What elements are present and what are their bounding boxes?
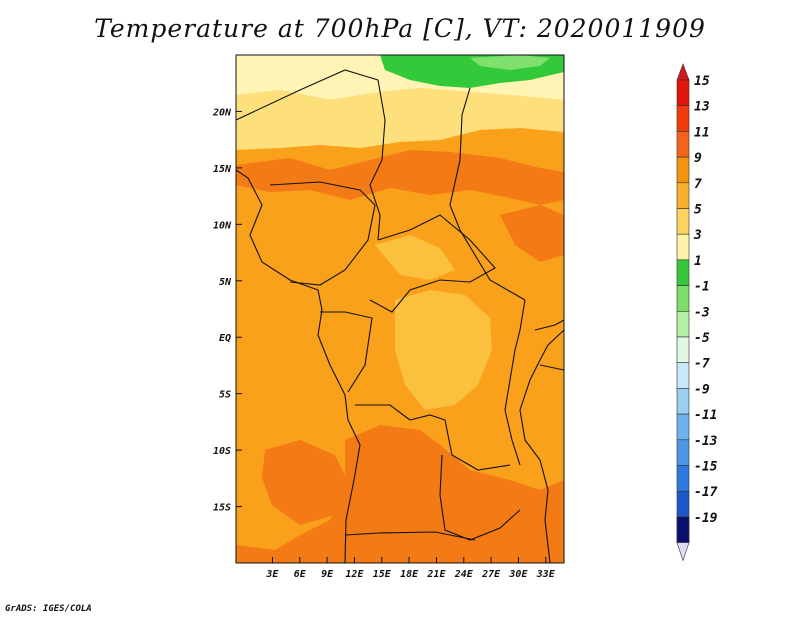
lat-tick-label: 15S [213, 503, 231, 514]
colorbar-label: 15 [694, 74, 710, 89]
colorbar-label: -3 [694, 305, 710, 320]
lon-tick-label: 6E [294, 569, 307, 580]
border-drc-angola [355, 404, 511, 471]
colorbar-label: -1 [694, 280, 710, 295]
colorbar-bottom-cap [676, 542, 690, 562]
colorbar-swatch [676, 208, 690, 235]
lat-tick-label: 5N [219, 277, 232, 288]
colorbar-label: 1 [694, 254, 702, 269]
colorbar-swatch [676, 439, 690, 466]
colorbar-swatch [676, 388, 690, 415]
field-neg1-1-north [470, 55, 550, 70]
colorbar-swatch [676, 156, 690, 184]
border-car [369, 214, 496, 313]
colorbar-label: 7 [694, 177, 702, 192]
colorbar-swatch [676, 285, 690, 312]
colorbar-label: -11 [694, 408, 717, 423]
longitude-axis: 3E 6E 9E 12E 15E 18E 21E 24E 27E 30E 33E [265, 557, 556, 580]
colorbar-label: -7 [694, 357, 710, 372]
colorbar-swatch [676, 490, 690, 518]
field-7-9-congo [395, 290, 492, 410]
colorbar-swatch [676, 233, 690, 261]
lon-tick-label: 33E [536, 569, 556, 580]
country-borders [236, 69, 564, 563]
latitude-axis: 20N 15N 10N 5N EQ 5S 10S 15S [212, 107, 242, 514]
temperature-field [236, 55, 564, 563]
border-angola-zambia [439, 454, 521, 541]
map-frame [235, 54, 565, 564]
colorbar-swatch [676, 105, 690, 132]
border-north [236, 69, 386, 241]
lon-tick-label: 3E [265, 569, 279, 580]
colorbar-label: -13 [694, 434, 718, 449]
field-11-13-north-band [236, 150, 564, 205]
colorbar-swatch [676, 413, 690, 441]
colorbar-label: -5 [694, 331, 710, 346]
field-11-13-south [236, 425, 564, 563]
colorbar-label: 11 [694, 125, 710, 140]
colorbar-top-cap [676, 63, 690, 81]
colorbar-label: -17 [694, 485, 718, 500]
colorbar-swatch [676, 465, 690, 492]
border-great-lakes [504, 299, 526, 466]
border-chad-sudan [449, 87, 526, 301]
border-tanzania [534, 319, 564, 371]
lat-tick-label: 20N [212, 107, 232, 118]
lon-tick-label: 18E [400, 569, 419, 580]
colorbar-label: -19 [694, 511, 718, 526]
colorbar-swatch [676, 310, 690, 338]
lat-tick-label: 15N [213, 164, 232, 175]
lon-tick-label: 21E [426, 569, 446, 580]
lat-tick-label: 10N [213, 220, 232, 231]
lon-tick-label: 12E [345, 569, 364, 580]
lon-tick-label: 30E [508, 569, 528, 580]
colorbar-swatch [676, 362, 690, 389]
lon-tick-label: 15E [373, 569, 392, 580]
colorbar-bottom-band [676, 516, 690, 543]
colorbar-swatch [676, 182, 690, 209]
colorbar: 15 13 11 9 7 5 3 1 -1 -3 -5 -7 -9 -11 -13 -15 -17 -19 [676, 63, 718, 562]
lat-tick-label: EQ [219, 333, 231, 344]
field-11-13-east [500, 205, 564, 262]
border-namibia [344, 531, 476, 541]
lon-tick-label: 9E [321, 569, 334, 580]
colorbar-label: -15 [694, 460, 718, 475]
border-nigeria [269, 181, 376, 286]
coastline-west [236, 169, 361, 563]
field-5-7-band [236, 88, 564, 150]
colorbar-label: -9 [694, 382, 710, 397]
map-title: Temperature at 700hPa [C], VT: 202001190… [94, 14, 706, 43]
colorbar-swatch [676, 131, 690, 158]
lat-tick-label: 5S [219, 390, 231, 401]
grads-credit: GrADS: IGES/COLA [5, 604, 92, 614]
coastline-east [519, 329, 564, 563]
colorbar-swatch [676, 259, 690, 286]
colorbar-label: 13 [694, 100, 710, 115]
field-11-13-southwest [262, 440, 350, 525]
field-7-9-central [375, 235, 455, 280]
lon-tick-label: 27E [481, 569, 501, 580]
colorbar-label: 5 [694, 203, 702, 218]
colorbar-swatch [676, 336, 690, 364]
colorbar-swatch [676, 79, 690, 107]
lon-tick-label: 24E [454, 569, 474, 580]
lat-tick-label: 10S [213, 446, 231, 457]
border-congo [320, 311, 373, 393]
colorbar-label: 9 [694, 151, 702, 166]
colorbar-label: 3 [693, 228, 702, 243]
